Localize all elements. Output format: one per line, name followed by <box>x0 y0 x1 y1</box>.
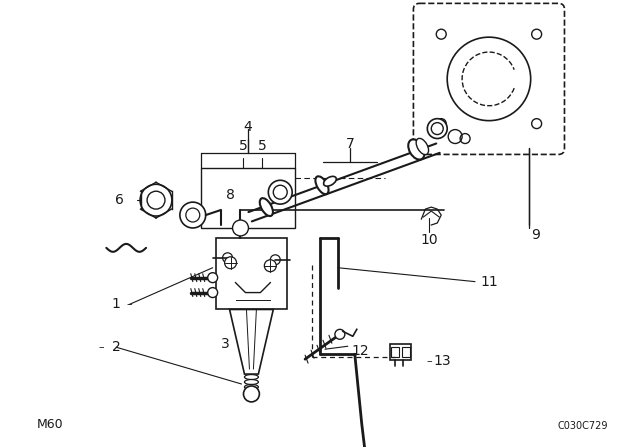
Text: C030C729: C030C729 <box>557 421 608 431</box>
Text: 4: 4 <box>244 120 252 134</box>
Circle shape <box>264 260 276 271</box>
Circle shape <box>208 273 218 283</box>
Ellipse shape <box>260 198 273 216</box>
Text: 11: 11 <box>480 275 498 289</box>
Circle shape <box>180 202 205 228</box>
Ellipse shape <box>244 389 259 394</box>
Text: –: – <box>99 342 104 352</box>
Text: –: – <box>426 356 432 366</box>
Circle shape <box>428 119 447 138</box>
Bar <box>390 344 412 360</box>
Text: 3: 3 <box>221 337 230 351</box>
Text: 5: 5 <box>258 139 266 154</box>
Bar <box>216 238 287 310</box>
Text: 13: 13 <box>433 354 451 368</box>
Circle shape <box>225 257 237 269</box>
Ellipse shape <box>416 138 429 155</box>
Text: 7: 7 <box>346 137 354 151</box>
Text: 5: 5 <box>239 139 248 154</box>
Text: 10: 10 <box>420 233 438 247</box>
Text: 2: 2 <box>112 340 121 354</box>
Bar <box>403 347 410 357</box>
Circle shape <box>268 180 292 204</box>
Circle shape <box>232 220 248 236</box>
Ellipse shape <box>408 139 424 159</box>
Ellipse shape <box>244 379 259 384</box>
Bar <box>201 168 295 228</box>
Text: 8: 8 <box>226 188 235 202</box>
Polygon shape <box>230 310 273 374</box>
Text: 1: 1 <box>112 297 121 311</box>
Text: 12: 12 <box>351 344 369 358</box>
Ellipse shape <box>244 375 259 379</box>
Text: –: – <box>126 300 132 310</box>
Text: M60: M60 <box>36 418 63 431</box>
Ellipse shape <box>316 176 328 194</box>
Circle shape <box>140 184 172 216</box>
Ellipse shape <box>244 384 259 389</box>
Circle shape <box>208 288 218 297</box>
Text: 9: 9 <box>531 228 540 242</box>
Circle shape <box>335 329 345 339</box>
Bar <box>390 347 399 357</box>
Ellipse shape <box>324 177 336 186</box>
Text: 6: 6 <box>115 193 124 207</box>
Circle shape <box>243 386 259 402</box>
